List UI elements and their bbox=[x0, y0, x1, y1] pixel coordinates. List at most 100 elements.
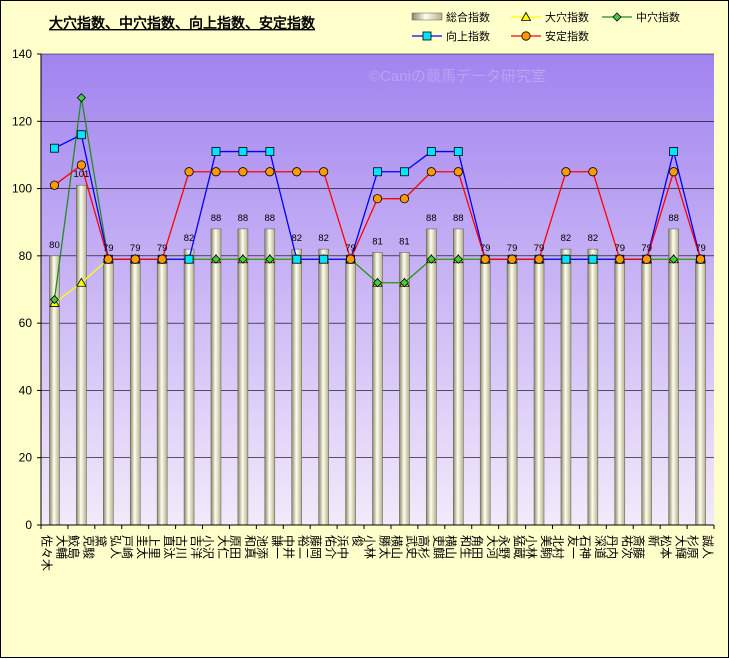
bar bbox=[372, 252, 383, 526]
bar bbox=[183, 248, 195, 526]
series-marker bbox=[76, 93, 86, 103]
series-marker bbox=[292, 254, 302, 264]
x-tick-label-part: 石神 bbox=[578, 535, 592, 559]
bar-value-label: 101 bbox=[73, 169, 89, 180]
x-tick-label-part: 克駿 bbox=[81, 535, 95, 559]
x-tick-label: 高杉 吏麒 bbox=[416, 535, 446, 559]
x-tick-label-part: 松本 bbox=[659, 535, 673, 559]
series-marker bbox=[372, 194, 383, 204]
bar-value-label: 88 bbox=[426, 213, 437, 224]
x-tick-label-part: 古川 bbox=[174, 535, 189, 559]
y-axis: 0 20 40 60 80 100 120 140 bbox=[12, 47, 42, 532]
bar bbox=[614, 258, 626, 526]
series-marker bbox=[319, 167, 329, 177]
y-tick-label: 140 bbox=[12, 47, 32, 61]
series-marker bbox=[265, 147, 275, 156]
x-tick-label-part: 上里 bbox=[147, 535, 161, 559]
bar bbox=[345, 258, 356, 526]
x-tick-label: 古川 吉洋 bbox=[174, 535, 204, 559]
bar-value-label: 88 bbox=[668, 213, 679, 224]
series-marker bbox=[588, 254, 598, 264]
x-tick-label: 杉原 誠人 bbox=[686, 535, 715, 559]
x-tick-label-part: 武史 bbox=[404, 535, 418, 559]
x-tick-label: 丹内 祐次 bbox=[605, 535, 634, 559]
x-tick-label: 鮫島 克駿 bbox=[66, 535, 95, 559]
x-tick-label-part: 小沢 bbox=[201, 535, 215, 559]
x-tick-label-part: 和真 bbox=[243, 535, 257, 559]
x-tick-label-part: 誠人 bbox=[701, 535, 715, 559]
bar-value-label: 81 bbox=[372, 236, 383, 247]
series-marker bbox=[400, 167, 409, 177]
bar-value-label: 79 bbox=[480, 243, 491, 254]
x-tick-label: 佐々木 大輔 bbox=[39, 535, 68, 571]
series-marker bbox=[453, 254, 463, 264]
bar-value-label: 88 bbox=[265, 213, 276, 224]
x-tick-label-part: 大輔 bbox=[54, 535, 68, 559]
bar bbox=[533, 258, 545, 526]
x-tick-label-part: 永野 bbox=[497, 535, 511, 559]
bar-value-label: 79 bbox=[157, 243, 168, 254]
bar-value-label: 82 bbox=[588, 233, 599, 244]
legend-label: 向上指数 bbox=[446, 29, 490, 43]
x-tick-label-part: 美駒 bbox=[539, 535, 553, 559]
x-tick-label-part: 浜中 bbox=[336, 535, 351, 559]
y-tick-label: 0 bbox=[25, 518, 32, 532]
series-marker bbox=[480, 254, 490, 264]
bar bbox=[129, 258, 141, 526]
x-tick-label-part: 俊 bbox=[351, 535, 366, 547]
y-tick-label: 20 bbox=[19, 451, 33, 465]
series-marker bbox=[507, 254, 517, 264]
bar bbox=[76, 184, 87, 526]
legend-label: 総合指数 bbox=[446, 10, 490, 24]
bar bbox=[560, 248, 572, 526]
x-tick-label: 斎藤新 bbox=[632, 535, 662, 559]
series-marker bbox=[345, 254, 356, 264]
series-marker bbox=[238, 147, 248, 156]
bar bbox=[479, 258, 491, 526]
x-tick-label: 松本 大輝 bbox=[659, 535, 688, 559]
bar-value-label: 79 bbox=[103, 243, 114, 254]
bar bbox=[453, 228, 464, 526]
x-tick-label-part: 小林 bbox=[363, 535, 377, 559]
bar bbox=[156, 258, 168, 526]
series-marker bbox=[157, 254, 167, 264]
legend-label: 中穴指数 bbox=[636, 10, 680, 24]
bar bbox=[318, 248, 329, 526]
x-tick-label-part: 勝太 bbox=[378, 535, 393, 559]
x-tick-label: 永野 猛蔵 bbox=[497, 535, 526, 559]
x-tick-label-part: 高杉 bbox=[416, 535, 431, 559]
legend-marker bbox=[521, 31, 531, 41]
x-tick-label-part: 吏麒 bbox=[431, 535, 446, 559]
series-marker bbox=[534, 254, 544, 264]
x-tick-label-part: 横山 bbox=[389, 535, 403, 559]
series-marker bbox=[372, 278, 383, 288]
x-tick-label: 黛弘人 bbox=[93, 535, 122, 559]
series-marker bbox=[49, 180, 60, 190]
bar-value-label: 88 bbox=[211, 213, 222, 224]
series-marker bbox=[184, 167, 194, 177]
x-tick-label: 上里 直汰 bbox=[147, 535, 176, 559]
series-marker bbox=[669, 254, 679, 264]
series-marker bbox=[211, 147, 221, 156]
series-marker bbox=[50, 143, 59, 153]
x-tick-label-part: 杉原 bbox=[686, 535, 700, 559]
series-marker bbox=[426, 167, 436, 177]
series-marker bbox=[211, 254, 221, 264]
x-tick-label-part: 祐次 bbox=[620, 535, 634, 559]
x-tick-label: 小林 勝太 bbox=[363, 535, 393, 559]
x-tick-label-part: 小林 bbox=[524, 535, 538, 559]
bar-value-label: 82 bbox=[184, 233, 195, 244]
bar-value-label: 81 bbox=[399, 236, 410, 247]
x-tick-label-part: 原田 bbox=[228, 535, 242, 559]
legend-marker bbox=[612, 12, 622, 22]
bar-value-label: 79 bbox=[345, 243, 356, 254]
x-tick-label-part: 弘人 bbox=[108, 535, 122, 559]
bar-value-label: 80 bbox=[49, 240, 60, 251]
series-marker bbox=[453, 147, 463, 156]
bar-series-total bbox=[49, 184, 706, 526]
bar-value-label: 79 bbox=[534, 243, 545, 254]
series-marker bbox=[130, 254, 140, 264]
x-tick-label: 戸崎 圭太 bbox=[120, 535, 150, 559]
